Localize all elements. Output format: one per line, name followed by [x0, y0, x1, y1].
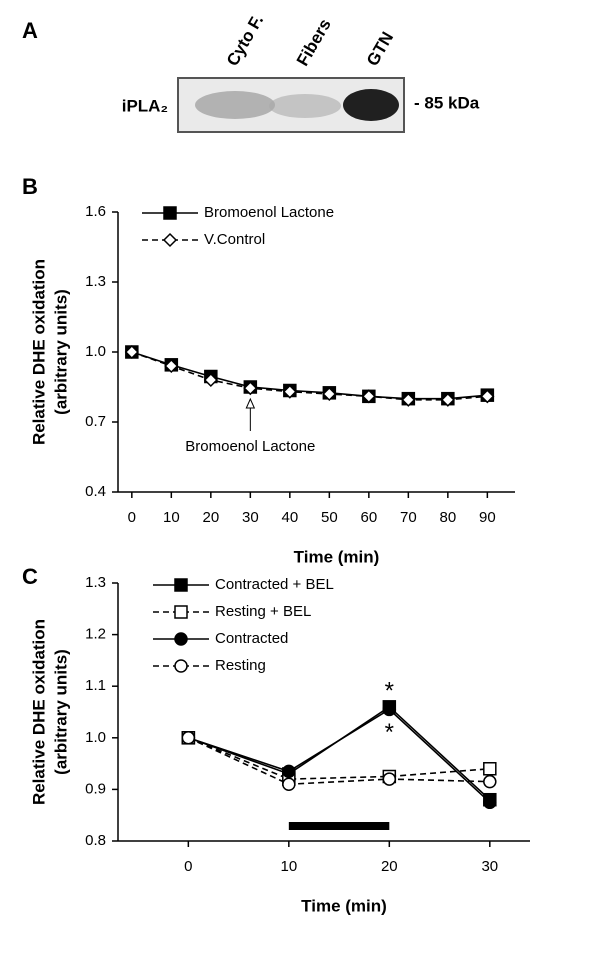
x-axis-label: Time (min) [301, 896, 387, 915]
band [195, 91, 275, 119]
y-tick-label: 0.7 [85, 413, 106, 430]
band [269, 94, 341, 118]
data-point [283, 778, 295, 790]
x-tick-label: 20 [381, 858, 398, 875]
x-tick-label: 60 [360, 509, 377, 526]
y-tick-label: 0.8 [85, 832, 106, 849]
y-axis-label: Relative DHE oxidation [29, 259, 48, 445]
y-tick-label: 1.2 [85, 626, 106, 643]
x-tick-label: 80 [440, 509, 457, 526]
y-tick-label: 1.1 [85, 677, 106, 694]
panel-label: B [22, 174, 38, 199]
annotation: * [385, 678, 394, 705]
data-point [283, 765, 295, 777]
data-point [484, 763, 496, 775]
lane-label: Fibers [293, 16, 335, 70]
y-tick-label: 1.0 [85, 343, 106, 360]
y-axis-label: (arbitrary units) [51, 289, 70, 415]
blot [178, 78, 404, 132]
data-point [383, 773, 395, 785]
x-tick-label: 30 [242, 509, 259, 526]
legend-label: Resting + BEL [215, 603, 311, 620]
lane-label: GTN [363, 29, 397, 70]
size-marker: - 85 kDa [414, 93, 480, 112]
row-label: iPLA₂ [122, 96, 168, 115]
lane-label: Cyto F. [223, 11, 267, 69]
data-point [484, 796, 496, 808]
x-tick-label: 50 [321, 509, 338, 526]
data-point [182, 732, 194, 744]
x-tick-label: 40 [281, 509, 298, 526]
legend-marker [175, 606, 187, 618]
x-tick-label: 30 [481, 858, 498, 875]
x-tick-label: 10 [163, 509, 180, 526]
annotation: * [385, 719, 394, 746]
legend-marker [164, 234, 176, 246]
y-tick-label: 1.0 [85, 729, 106, 746]
series-line [132, 352, 488, 399]
data-point [383, 703, 395, 715]
x-tick-label: 0 [184, 858, 192, 875]
series-line [132, 352, 488, 400]
panel-label: A [22, 18, 38, 43]
y-tick-label: 0.9 [85, 780, 106, 797]
y-tick-label: 0.4 [85, 483, 106, 500]
arrow-head [246, 399, 254, 408]
y-tick-label: 1.3 [85, 273, 106, 290]
panel-label: C [22, 564, 38, 589]
stimulation-bar [289, 822, 389, 830]
data-point [484, 776, 496, 788]
legend-label: Contracted [215, 630, 288, 647]
legend-label: Bromoenol Lactone [204, 204, 334, 221]
legend-marker [164, 207, 176, 219]
y-axis-label: (arbitrary units) [51, 649, 70, 775]
x-tick-label: 20 [202, 509, 219, 526]
annotation: Bromoenol Lactone [185, 438, 315, 455]
y-tick-label: 1.6 [85, 203, 106, 220]
legend-label: V.Control [204, 231, 265, 248]
figure: A Cyto F. Fibers GTN iPLA₂ - 85 kDa B 0.4… [0, 0, 608, 975]
x-axis-label: Time (min) [294, 547, 380, 566]
series-line [188, 709, 489, 802]
legend-marker [175, 660, 187, 672]
legend-label: Resting [215, 657, 266, 674]
x-tick-label: 0 [128, 509, 136, 526]
y-axis-label: Relative DHE oxidation [29, 619, 48, 805]
band [343, 89, 399, 121]
legend-marker [175, 579, 187, 591]
legend-marker [175, 633, 187, 645]
legend-label: Contracted + BEL [215, 576, 334, 593]
y-tick-label: 1.3 [85, 574, 106, 591]
x-tick-label: 90 [479, 509, 496, 526]
x-tick-label: 70 [400, 509, 417, 526]
x-tick-label: 10 [280, 858, 297, 875]
